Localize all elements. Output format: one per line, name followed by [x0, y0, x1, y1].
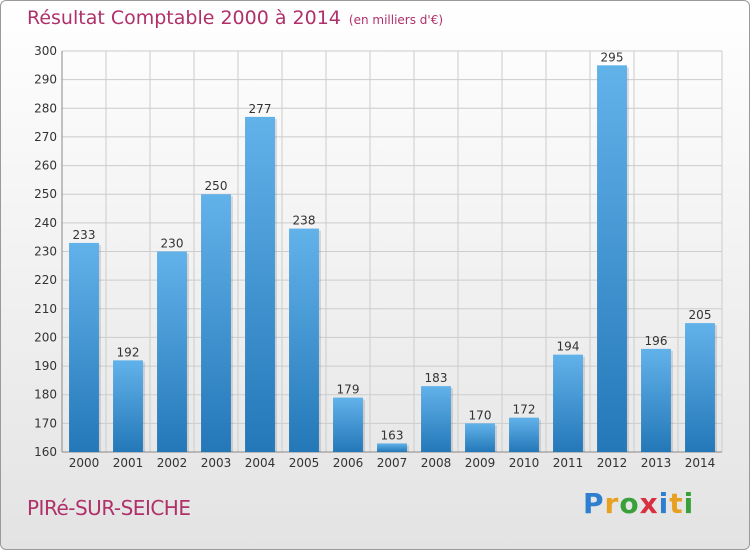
logo-letter: i [683, 487, 695, 520]
y-tick-label: 230 [34, 245, 57, 259]
bar [333, 397, 363, 452]
bar [509, 417, 539, 452]
bar-value-label: 172 [513, 403, 536, 417]
proxiti-logo: Proxiti [583, 487, 694, 520]
bar-value-label: 192 [117, 345, 140, 359]
chart-subtitle: (en milliers d'€) [348, 13, 444, 27]
x-tick-label: 2006 [333, 456, 364, 470]
x-tick-label: 2005 [289, 456, 320, 470]
bar-value-label: 250 [205, 179, 228, 193]
x-tick-label: 2001 [113, 456, 144, 470]
x-tick-label: 2009 [465, 456, 496, 470]
chart-title: Résultat Comptable 2000 à 2014 (en millie… [27, 7, 443, 29]
bar [597, 65, 627, 453]
y-tick-label: 220 [34, 273, 57, 287]
title-text: Résultat Comptable 2000 à 2014 [27, 7, 341, 29]
y-tick-label: 210 [34, 302, 57, 316]
x-tick-label: 2013 [641, 456, 672, 470]
bar-chart: 160 170 180 190 200 210 220 230 240 250 260 270 280 2… [34, 44, 723, 470]
bar [685, 323, 715, 452]
bar-value-label: 163 [381, 428, 404, 442]
x-tick-label: 2011 [553, 456, 584, 470]
logo-letter: P [583, 487, 605, 520]
bar-value-label: 295 [601, 50, 624, 64]
bar [157, 251, 187, 452]
y-tick-label: 170 [34, 416, 57, 430]
x-tick-label: 2002 [157, 456, 188, 470]
bar [201, 194, 231, 452]
y-tick-label: 160 [34, 445, 57, 459]
bar-value-label: 183 [425, 371, 448, 385]
y-tick-label: 280 [34, 101, 57, 115]
y-tick-label: 190 [34, 359, 57, 373]
bar [377, 443, 407, 452]
bar-value-label: 230 [161, 237, 184, 251]
x-tick-label: 2014 [685, 456, 716, 470]
x-tick-label: 2008 [421, 456, 452, 470]
x-tick-label: 2004 [245, 456, 276, 470]
x-tick-label: 2007 [377, 456, 408, 470]
logo-letter: x [639, 487, 659, 520]
commune-name: PIRé-SUR-SEICHE [27, 496, 191, 520]
y-tick-label: 200 [34, 330, 57, 344]
x-tick-label: 2000 [69, 456, 100, 470]
bar [553, 354, 583, 452]
bar [245, 116, 275, 452]
bar-value-label: 205 [689, 308, 712, 322]
bar-value-label: 238 [293, 214, 316, 228]
y-tick-label: 260 [34, 159, 57, 173]
y-tick-label: 270 [34, 130, 57, 144]
bars: 233 192 230 250 277 238 179 163 183 170 172 194 295 1… [69, 50, 717, 453]
logo-letter: o [619, 487, 640, 520]
bar-value-label: 179 [337, 383, 360, 397]
y-tick-label: 180 [34, 388, 57, 402]
y-tick-label: 240 [34, 216, 57, 230]
y-tick-label: 300 [34, 44, 57, 58]
x-tick-label: 2010 [509, 456, 540, 470]
bar [289, 228, 319, 452]
logo-letter: i [658, 487, 670, 520]
bar [641, 348, 671, 452]
bar [421, 386, 451, 452]
y-tick-label: 250 [34, 187, 57, 201]
logo-letter: t [669, 487, 684, 520]
logo-letter: r [604, 487, 620, 520]
bar-value-label: 233 [73, 228, 96, 242]
bar [69, 242, 99, 452]
bar [465, 423, 495, 452]
bar-value-label: 196 [645, 334, 668, 348]
bar-value-label: 194 [557, 340, 580, 354]
x-tick-label: 2012 [597, 456, 628, 470]
x-tick-label: 2003 [201, 456, 232, 470]
bar-value-label: 170 [469, 408, 492, 422]
bar [113, 360, 143, 452]
bar-value-label: 277 [249, 102, 272, 116]
y-tick-label: 290 [34, 73, 57, 87]
